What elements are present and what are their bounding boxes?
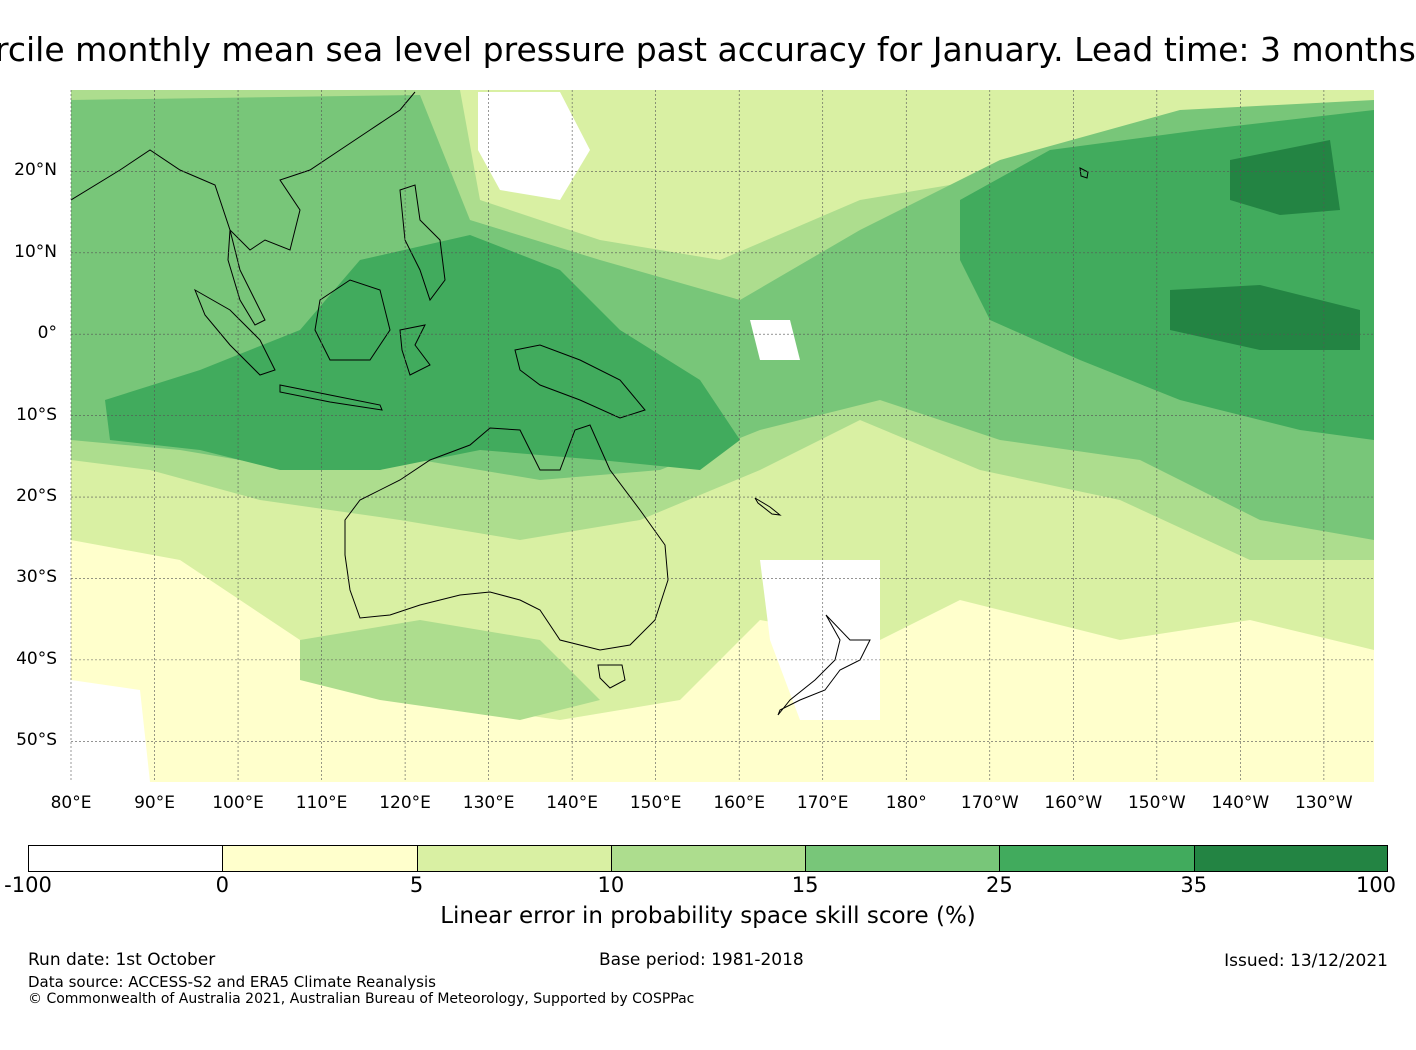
colorbar-label: Linear error in probability space skill … xyxy=(440,903,976,929)
longitude-label: 140°E xyxy=(546,793,598,813)
asia-coastline xyxy=(71,91,416,251)
java-coastline xyxy=(279,384,383,411)
latitude-label: 50°S xyxy=(16,730,57,751)
longitude-label: 160°E xyxy=(713,793,766,813)
colorbar-tick-label: 25 xyxy=(986,873,1013,897)
longitude-label: 180° xyxy=(885,793,927,813)
new-guinea-coastline xyxy=(514,344,646,419)
longitude-label: 150°E xyxy=(629,793,682,813)
longitude-label: 130°E xyxy=(462,793,515,813)
colorbar-segment xyxy=(999,845,1195,872)
skill-zone-negative-sw xyxy=(71,680,150,782)
longitude-label: 90°E xyxy=(134,793,175,813)
longitude-label: 100°E xyxy=(212,793,264,813)
colorbar-segment xyxy=(610,845,807,872)
longitude-label: 140°W xyxy=(1211,793,1270,813)
latitude-label: 0° xyxy=(37,323,57,344)
colorbar-segment xyxy=(28,845,224,872)
colorbar-tick-label: 35 xyxy=(1180,873,1208,897)
latitude-label: 10°S xyxy=(16,404,57,425)
colorbar-tick-label: 5 xyxy=(409,873,424,897)
skill-zone-35-100-a xyxy=(1230,140,1340,215)
australia-coastline xyxy=(344,424,669,651)
longitude-label: 170°W xyxy=(960,793,1019,813)
new-zealand-coastline xyxy=(777,614,871,716)
longitude-label: 80°E xyxy=(50,793,92,813)
colorbar-tick-label: 15 xyxy=(791,873,819,897)
colorbar-segment xyxy=(805,845,1001,872)
copyright: © Commonwealth of Australia 2021, Austra… xyxy=(28,991,695,1007)
colorbar-segment xyxy=(1193,845,1388,872)
graticule xyxy=(70,90,1374,782)
longitude-label: 150°W xyxy=(1127,793,1186,813)
run-date: Run date: 1st October xyxy=(28,950,216,970)
tasmania-coastline xyxy=(597,664,626,689)
longitude-label: 170°E xyxy=(796,793,849,813)
philippines-coastline xyxy=(399,184,446,302)
skill-zone-25-35 xyxy=(105,235,740,470)
skill-zone-35-100-b xyxy=(1170,285,1360,350)
latitude-label: 10°N xyxy=(14,241,57,262)
colorbar-tick-label: -100 xyxy=(4,873,52,897)
skill-zone-negative-eq xyxy=(750,320,800,360)
colorbar-tick-label: 10 xyxy=(597,873,625,897)
longitude-label: 130°W xyxy=(1294,793,1353,813)
longitude-label: 160°W xyxy=(1044,793,1103,813)
malay-peninsula-coastline xyxy=(227,229,266,326)
map-title: Tercile monthly mean sea level pressure … xyxy=(0,30,1416,69)
new-caledonia-coastline xyxy=(754,497,782,516)
issued-date: Issued: 13/12/2021 xyxy=(1224,951,1388,971)
colorbar-tick-label: 0 xyxy=(215,873,229,897)
colorbar-tick-label: 100 xyxy=(1355,873,1397,897)
colorbar-segment xyxy=(416,845,612,872)
longitude-label: 120°E xyxy=(379,793,431,813)
latitude-label: 20°N xyxy=(14,160,57,181)
skill-zone-negative-north xyxy=(478,92,590,200)
borneo-coastline xyxy=(314,279,391,361)
longitude-label: 110°E xyxy=(295,793,348,813)
skill-zone-negative-nz xyxy=(760,560,880,720)
sumatra-coastline xyxy=(194,288,276,376)
latitude-label: 40°S xyxy=(16,648,57,669)
sulawesi-coastline xyxy=(399,324,431,376)
skill-zone-10-15-south xyxy=(300,620,600,720)
latitude-label: 30°S xyxy=(16,567,57,588)
latitude-label: 20°S xyxy=(16,486,57,507)
colorbar-segment xyxy=(222,845,418,872)
data-source: Data source: ACCESS-S2 and ERA5 Climate … xyxy=(28,973,436,991)
base-period: Base period: 1981-2018 xyxy=(599,950,804,970)
hawaii-coastline xyxy=(1079,167,1089,179)
